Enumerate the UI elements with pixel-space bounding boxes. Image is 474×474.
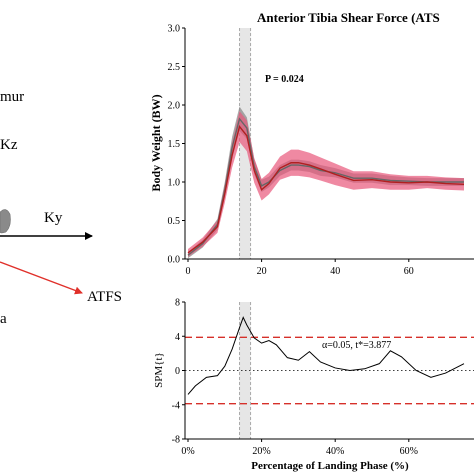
atfs-label: ATFS (87, 289, 122, 305)
x-tick-label: 40 (330, 266, 340, 277)
chart-title: Anterior Tibia Shear Force (ATS (257, 10, 440, 25)
bottom-y-axis-label: SPM{t} (153, 352, 165, 388)
x-tick-label: 0 (186, 266, 191, 277)
y-tick-label: 2.0 (168, 101, 181, 112)
y-tick-label: -4 (172, 400, 180, 411)
bottom-x-axis-label: Percentage of Landing Phase (%) (251, 460, 409, 472)
y-tick-label: 1.5 (168, 139, 181, 150)
bottom-series-layer (185, 316, 474, 405)
x-tick-label: 20 (257, 266, 267, 277)
bottom-x-ticks: 0% 20% 40% 60% (181, 439, 418, 457)
y-tick-label: 0.0 (168, 255, 181, 266)
ats-force-chart: Anterior Tibia Shear Force (ATS 0.0 0.5 1.… (149, 10, 474, 277)
threshold-annotation: α=0.05, t*=3.877 (322, 340, 391, 351)
spm-chart: -8 -4 0 4 8 0% 20% 40% 60% SPM{t} Percentage of… (153, 298, 474, 472)
y-tick-label: -8 (172, 435, 180, 446)
top-y-axis-label: Body Weight (BW) (149, 94, 163, 191)
y-tick-label: 2.5 (168, 62, 181, 73)
y-tick-label: 0.5 (168, 216, 181, 227)
y-tick-label: 1.0 (168, 178, 181, 189)
y-tick-label: 4 (175, 332, 180, 343)
top-series-layer (187, 106, 465, 259)
y-tick-label: 8 (175, 298, 180, 309)
tibia-label: a (0, 311, 7, 327)
knee-diagram: mur Kz Ky ATFS a (0, 89, 122, 327)
p-value-annotation: P = 0.024 (265, 74, 304, 85)
y-tick-label: 3.0 (168, 24, 181, 35)
x-tick-label: 60% (400, 446, 418, 457)
ky-label: Ky (44, 210, 63, 226)
series-1-mean-line (187, 125, 465, 254)
bottom-y-ticks: -8 -4 0 4 8 (172, 298, 185, 446)
y-tick-label: 0 (175, 366, 180, 377)
x-tick-label: 20% (252, 446, 270, 457)
kz-label: Kz (0, 137, 18, 153)
bone-fragment-icon (0, 209, 11, 234)
atfs-force-arrow (0, 261, 83, 295)
x-tick-label: 60 (404, 266, 414, 277)
series-0-mean-line (187, 117, 464, 256)
x-tick-label: 40% (326, 446, 344, 457)
series-1-sd-band (188, 111, 464, 257)
x-tick-label: 0% (181, 446, 194, 457)
spm-t-curve (187, 316, 465, 395)
top-y-ticks: 0.0 0.5 1.0 1.5 2.0 2.5 3.0 (168, 24, 185, 266)
top-x-ticks: 0 20 40 60 (186, 259, 414, 277)
femur-label: mur (0, 89, 24, 105)
